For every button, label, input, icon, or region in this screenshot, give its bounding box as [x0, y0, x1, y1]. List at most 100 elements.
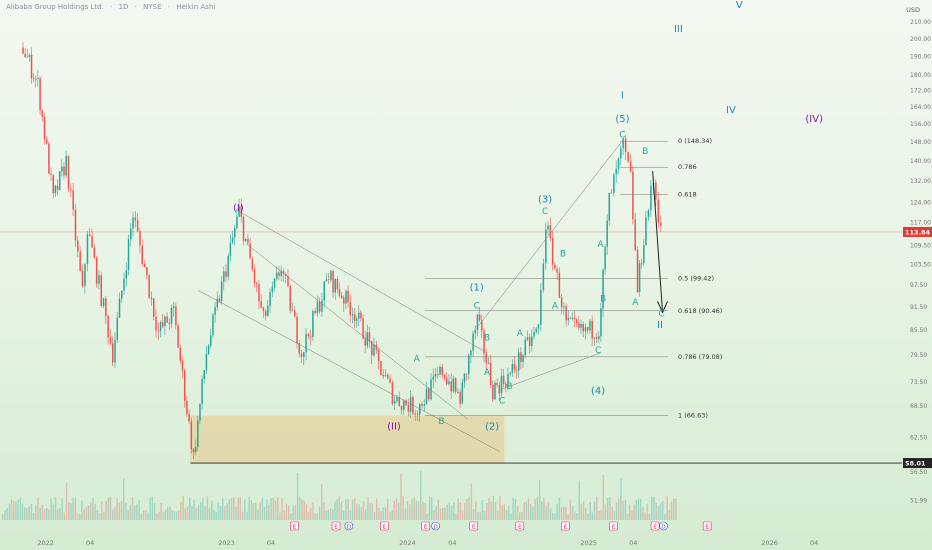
volume-bar — [94, 503, 96, 520]
volume-bar — [202, 498, 204, 520]
interval-label[interactable]: 1D — [118, 3, 129, 11]
dividend-marker[interactable]: D — [659, 521, 668, 531]
earnings-marker[interactable]: E — [290, 521, 299, 531]
volume-bar — [248, 496, 250, 520]
volume-bar — [153, 503, 156, 520]
y-tick-label: 140.00 — [910, 158, 931, 165]
volume-bar — [530, 504, 532, 520]
volume-bar — [123, 478, 125, 520]
volume-bar — [373, 511, 376, 520]
earnings-marker[interactable]: E — [380, 521, 389, 531]
earnings-marker[interactable]: E — [515, 521, 525, 531]
volume-bar — [149, 497, 151, 520]
volume-bar — [101, 501, 103, 520]
earnings-box — [380, 521, 389, 531]
earnings-box — [421, 521, 430, 531]
earnings-marker[interactable]: E — [561, 521, 570, 531]
volume-bar — [241, 511, 244, 520]
candle-body — [267, 305, 269, 316]
candle-body — [650, 185, 652, 211]
chart-style-label[interactable]: Heikin Ashi — [176, 3, 216, 11]
earnings-marker[interactable]: E — [331, 521, 341, 531]
volume-bar — [409, 504, 411, 520]
dividend-marker[interactable]: D — [344, 521, 354, 531]
volume-bar — [343, 511, 345, 520]
candle-body — [600, 308, 602, 337]
candle-body — [362, 318, 364, 339]
candle-body — [382, 374, 384, 377]
candle-body — [54, 185, 57, 194]
volume-bar — [662, 500, 664, 520]
volume-bar — [175, 511, 178, 520]
volume-bar — [470, 483, 473, 520]
volume-bar — [246, 511, 248, 520]
candle-body — [657, 199, 660, 223]
volume-bar — [307, 511, 310, 520]
candle-body — [645, 217, 647, 246]
volume-bar — [197, 505, 200, 520]
y-axis: 51.99 56.50 62.50 68.50 73.50 79.50 85.50 91.50… — [910, 19, 931, 505]
candle-body — [448, 381, 450, 385]
candle-body — [398, 397, 401, 406]
volume-bar — [600, 510, 602, 520]
candle-body — [305, 334, 307, 353]
volume-bar — [420, 471, 422, 520]
candle-body — [655, 182, 657, 200]
candle-body — [396, 397, 398, 402]
candle-body — [50, 173, 52, 175]
candle-body — [380, 361, 382, 375]
candle-body — [522, 355, 524, 362]
wave-label: A — [552, 302, 559, 312]
volume-bar — [349, 510, 352, 520]
volume-bar — [384, 506, 387, 520]
candle-body — [309, 335, 312, 337]
volume-bar — [261, 497, 264, 520]
event-marker-label: D — [433, 524, 437, 530]
volume-bar — [32, 512, 35, 520]
candle-body — [30, 55, 33, 79]
x-tick-label: 2026 — [761, 539, 778, 547]
volume-bar — [105, 501, 107, 520]
volume-bar — [371, 503, 374, 520]
dividend-marker[interactable]: D — [431, 521, 440, 531]
candle-body — [45, 139, 48, 144]
wave-label: B — [642, 147, 648, 157]
candle-body — [643, 245, 645, 264]
volume-bar — [461, 511, 464, 520]
volume-bar — [596, 497, 598, 520]
earnings-marker[interactable]: E — [421, 521, 430, 531]
candle-body — [457, 391, 459, 393]
volume-bar — [180, 502, 182, 520]
volume-bar — [292, 505, 294, 520]
volume-bar — [167, 506, 169, 520]
earnings-box — [650, 521, 660, 531]
volume-bar — [574, 511, 576, 520]
volume-bar — [158, 512, 160, 520]
candle-body — [351, 314, 354, 316]
volume-bar — [131, 496, 134, 520]
earnings-marker[interactable]: E — [469, 521, 479, 531]
price-badge-label: 58.01 — [905, 460, 926, 468]
candle-body — [205, 354, 208, 371]
volume-bar — [435, 506, 437, 520]
volume-bar — [305, 504, 308, 520]
volume-bar — [252, 503, 255, 520]
volume-bar — [437, 499, 440, 520]
candle-body — [116, 317, 119, 341]
earnings-marker[interactable]: E — [702, 521, 712, 531]
earnings-marker[interactable]: E — [609, 521, 618, 531]
wave-label: IV — [726, 105, 736, 116]
volume-bar — [37, 497, 39, 520]
candle-body — [148, 275, 150, 298]
x-tick-label: 04 — [629, 539, 637, 547]
earnings-marker[interactable]: E — [650, 521, 660, 531]
candle-body — [307, 334, 310, 336]
candle-body — [509, 372, 511, 375]
volume-bar — [57, 509, 59, 520]
volume-bar — [116, 498, 118, 520]
candle-body — [190, 421, 193, 449]
volume-bar — [24, 507, 26, 520]
volume-bar — [39, 507, 41, 520]
symbol-name[interactable]: Alibaba Group Holdings Ltd. — [6, 3, 104, 11]
